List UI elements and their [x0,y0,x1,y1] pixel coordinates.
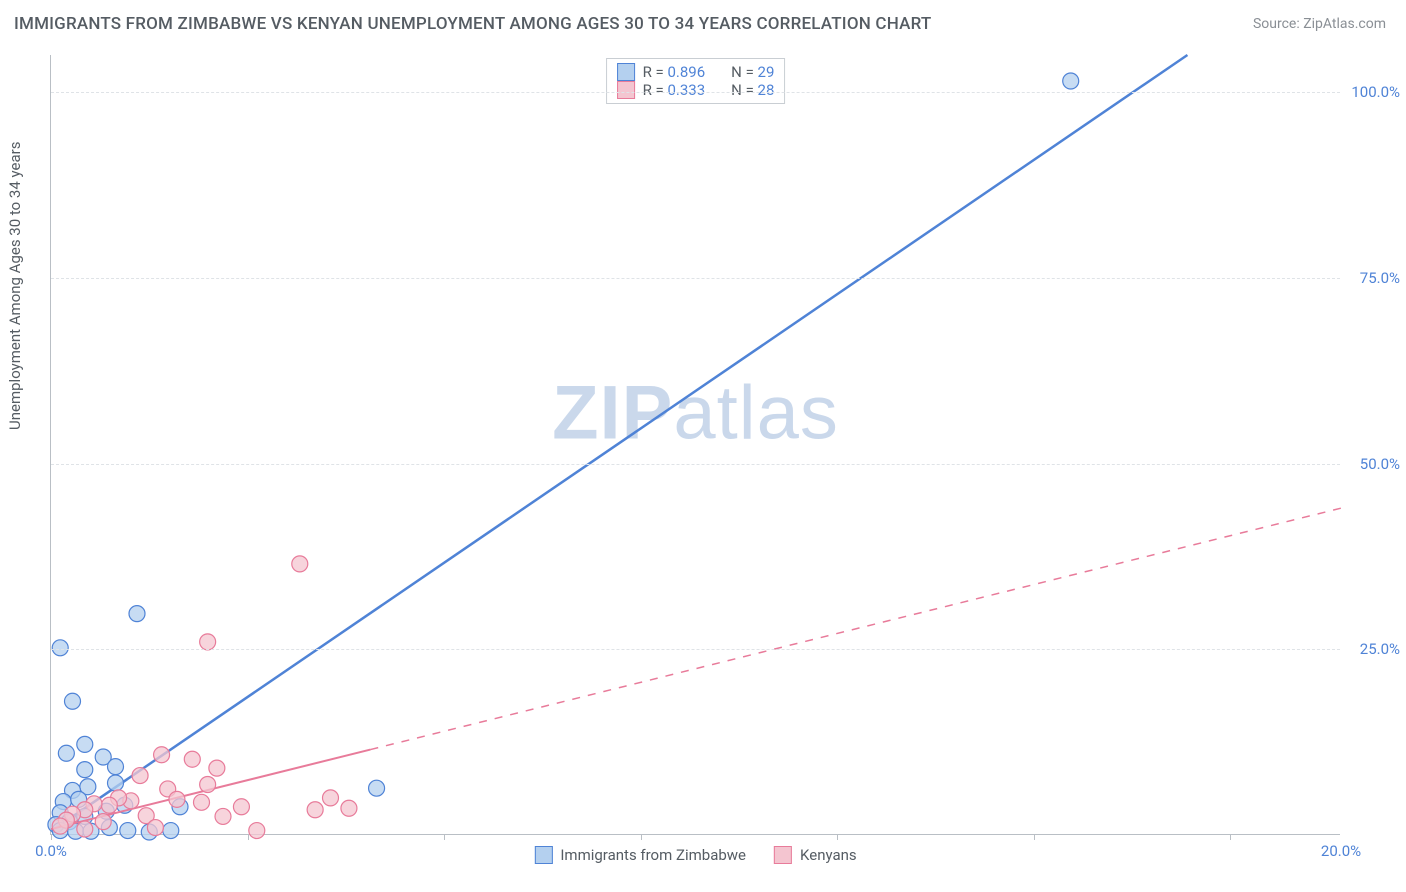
series-legend: Immigrants from Zimbabwe Kenyans [534,846,856,864]
y-tick-label: 100.0% [1351,83,1400,101]
data-point-kenyans [184,751,200,767]
x-tick [51,834,52,840]
legend-series-label: Kenyans [800,846,857,864]
legend-swatch [774,846,792,864]
data-point-zimbabwe [65,693,81,709]
data-point-kenyans [132,768,148,784]
x-tick [248,834,249,840]
y-tick-label: 25.0% [1360,640,1400,658]
data-point-kenyans [169,791,185,807]
source-attribution: Source: ZipAtlas.com [1253,16,1386,32]
data-point-zimbabwe [52,640,68,656]
legend-swatch [534,846,552,864]
chart-title: IMMIGRANTS FROM ZIMBABWE VS KENYAN UNEMP… [14,14,931,34]
legend-r-label: R = 0.896 [643,63,706,81]
data-point-kenyans [154,747,170,763]
chart-container: IMMIGRANTS FROM ZIMBABWE VS KENYAN UNEMP… [0,0,1406,892]
data-point-zimbabwe [369,780,385,796]
data-point-zimbabwe [58,745,74,761]
x-tick [444,834,445,840]
data-point-zimbabwe [1063,73,1079,89]
data-point-zimbabwe [120,823,136,839]
data-point-kenyans [292,556,308,572]
scatter-plot-svg [51,55,1340,834]
data-point-kenyans [323,790,339,806]
legend-n-label: N = 28 [731,81,774,99]
x-tick [1034,834,1035,840]
data-point-kenyans [307,802,323,818]
gridline-h [51,464,1340,465]
x-tick-label: 0.0% [35,842,67,860]
data-point-kenyans [215,808,231,824]
y-tick-label: 50.0% [1360,455,1400,473]
gridline-h [51,649,1340,650]
legend-swatch [617,63,635,81]
legend-stat-row-zimbabwe: R = 0.896 N = 29 [617,63,775,81]
legend-series-label: Immigrants from Zimbabwe [560,846,746,864]
legend-n-label: N = 29 [731,63,774,81]
regression-line-zimbabwe [51,55,1187,831]
regression-line-dashed-kenyans [370,508,1341,749]
gridline-h [51,92,1340,93]
data-point-kenyans [209,760,225,776]
data-point-kenyans [341,800,357,816]
x-tick [837,834,838,840]
data-point-zimbabwe [77,762,93,778]
data-point-kenyans [52,818,68,834]
data-point-kenyans [101,797,117,813]
data-point-zimbabwe [129,606,145,622]
correlation-legend: R = 0.896 N = 29 R = 0.333 N = 28 [606,58,786,104]
data-point-zimbabwe [108,775,124,791]
x-tick [1230,834,1231,840]
gridline-h [51,278,1340,279]
data-point-zimbabwe [77,736,93,752]
data-point-kenyans [147,820,163,836]
data-point-kenyans [200,634,216,650]
y-tick-label: 75.0% [1360,269,1400,287]
data-point-kenyans [77,821,93,837]
legend-stat-row-kenyans: R = 0.333 N = 28 [617,81,775,99]
legend-swatch [617,81,635,99]
plot-area: ZIPatlas R = 0.896N = 29R = 0.333N = 28 … [50,55,1340,835]
legend-item-kenyans: Kenyans [774,846,857,864]
data-point-kenyans [194,794,210,810]
data-point-zimbabwe [108,759,124,775]
legend-item-zimbabwe: Immigrants from Zimbabwe [534,846,746,864]
data-point-kenyans [249,823,265,839]
data-point-kenyans [95,814,111,830]
data-point-kenyans [200,776,216,792]
y-axis-label: Unemployment Among Ages 30 to 34 years [6,142,24,430]
data-point-zimbabwe [163,823,179,839]
data-point-kenyans [233,799,249,815]
legend-r-label: R = 0.333 [643,81,706,99]
x-tick [641,834,642,840]
x-tick-label: 20.0% [1321,842,1361,860]
